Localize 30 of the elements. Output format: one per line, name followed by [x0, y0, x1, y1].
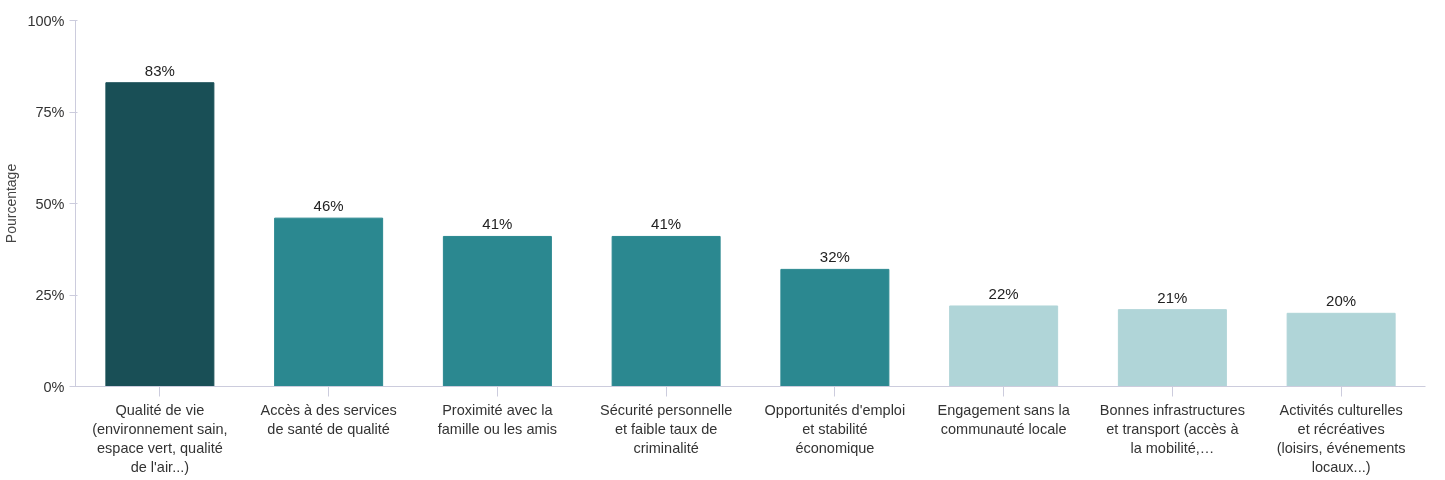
- bar: [1286, 312, 1396, 387]
- x-tick-label: Bonnes infrastructures et transport (accès à la mobilité,…: [1099, 401, 1245, 456]
- x-tick-label: Engagement sans la communauté locale: [937, 401, 1071, 437]
- x-tick-label: Proximité avec la famille ou les amis: [437, 401, 558, 437]
- data-label: 41%: [482, 215, 513, 233]
- bar: [780, 268, 890, 387]
- data-label: 21%: [1157, 288, 1188, 306]
- bar: [1117, 309, 1227, 387]
- data-label: 22%: [988, 284, 1019, 302]
- y-tick-label: 75%: [35, 104, 65, 120]
- bar: [274, 217, 384, 387]
- y-tick-label: 100%: [27, 12, 65, 29]
- bar: [949, 305, 1059, 387]
- bar: [105, 82, 215, 387]
- x-tick-label: Sécurité personnelle et faible taux de criminalité: [600, 401, 733, 456]
- data-label: 41%: [651, 215, 682, 233]
- y-tick-label: 0%: [43, 378, 65, 395]
- data-label: 46%: [313, 197, 344, 215]
- bar: [611, 235, 721, 387]
- x-tick-label: Qualité de vie (environnement sain, espace vert, qualité de l'air...): [92, 401, 228, 476]
- y-axis-title: Pourcentage: [3, 163, 20, 244]
- data-label: 20%: [1326, 292, 1357, 310]
- y-tick-label: 50%: [35, 195, 65, 212]
- data-label: 83%: [144, 61, 175, 79]
- y-tick-label: 25%: [35, 287, 65, 303]
- x-tick-label: Opportunités d'emploi et stabilité économique: [764, 401, 906, 456]
- x-tick-label: Accès à des services de santé de qualité: [260, 401, 397, 437]
- bar: [442, 235, 552, 387]
- x-tick-label: Activités culturelles et récréatives (loisirs, événements locaux...): [1276, 401, 1406, 476]
- data-label: 32%: [819, 248, 850, 266]
